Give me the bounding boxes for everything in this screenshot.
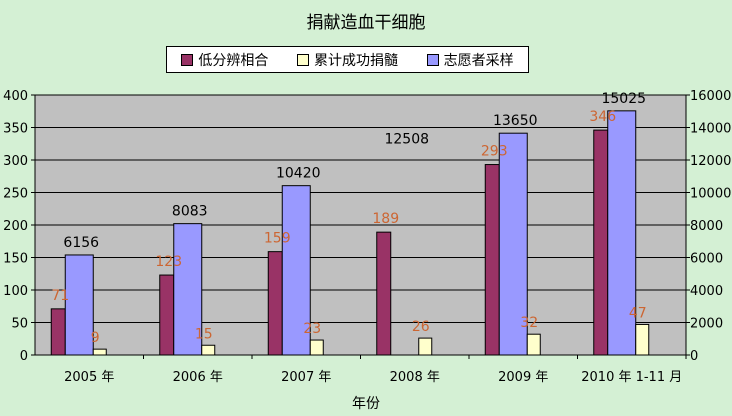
bar-donation [635, 323, 650, 356]
left-axis-tick-label: 300 [3, 154, 28, 169]
chart-legend: 低分辨相合 累计成功捐髓 志愿者采样 [166, 46, 529, 73]
right-axis-tick-label: 8000 [690, 219, 723, 234]
left-axis-tick-label: 350 [3, 122, 28, 137]
legend-item-low-match: 低分辨相合 [181, 50, 268, 70]
bar-low-match [159, 274, 175, 356]
bar-low-match [267, 251, 283, 356]
data-label-volunteer: 6156 [63, 235, 99, 251]
legend-item-donation: 累计成功捐髓 [296, 50, 398, 70]
data-label-donation: 47 [629, 305, 647, 321]
data-label-low-match: 293 [481, 144, 508, 160]
bar-low-match [593, 129, 609, 356]
bar-volunteer [281, 185, 311, 356]
right-axis-tick-label: 16000 [690, 89, 731, 104]
bar-donation [201, 344, 216, 356]
legend-label-low-match: 低分辨相合 [198, 52, 269, 69]
data-label-volunteer: 13650 [493, 113, 538, 129]
bar-volunteer [64, 254, 94, 356]
bar-low-match [484, 164, 500, 356]
data-label-donation: 15 [195, 326, 213, 342]
legend-item-volunteer: 志愿者采样 [426, 50, 514, 70]
left-axis-tick-label: 150 [3, 252, 28, 267]
data-label-volunteer: 10420 [276, 166, 321, 182]
left-axis-tick-label: 50 [11, 317, 28, 332]
data-label-donation: 26 [412, 319, 430, 335]
right-axis-tick-label: 6000 [690, 252, 723, 267]
x-axis-tick-label: 2009 年 [498, 370, 548, 385]
x-axis-tick-label: 2007 年 [281, 370, 331, 385]
right-axis-tick-label: 2000 [690, 317, 723, 332]
data-label-low-match: 346 [589, 109, 616, 125]
data-label-low-match: 189 [372, 211, 399, 227]
bar-donation [526, 333, 541, 356]
bar-volunteer [498, 132, 528, 356]
bar-donation [418, 337, 433, 356]
data-label-donation: 32 [520, 315, 538, 331]
legend-swatch-donation [296, 53, 309, 66]
left-axis-tick-label: 100 [3, 284, 28, 299]
data-label-donation: 23 [303, 321, 321, 337]
data-label-donation: 9 [91, 330, 100, 346]
x-axis-tick-label: 2010 年 1-11 月 [581, 370, 682, 385]
right-axis-tick-label: 14000 [690, 122, 731, 137]
bar-donation [92, 348, 107, 356]
bar-donation [309, 339, 324, 356]
data-label-low-match: 71 [51, 288, 69, 304]
data-label-low-match: 159 [264, 231, 291, 247]
data-label-volunteer: 15025 [601, 91, 646, 107]
bar-volunteer [607, 110, 637, 356]
legend-swatch-low-match [181, 53, 194, 66]
legend-label-donation: 累计成功捐髓 [313, 52, 398, 69]
data-label-low-match: 123 [155, 254, 182, 270]
bar-low-match [50, 308, 66, 356]
chart-title: 捐献造血干细胞 [306, 13, 426, 33]
left-axis-tick-label: 250 [3, 187, 28, 202]
x-axis-tick-label: 2005 年 [64, 370, 114, 385]
legend-label-volunteer: 志愿者采样 [443, 52, 514, 69]
legend-swatch-volunteer [426, 53, 439, 66]
data-label-volunteer: 8083 [172, 204, 208, 220]
x-axis-title: 年份 [352, 396, 380, 412]
bar-low-match [376, 231, 392, 356]
x-axis-tick-label: 2006 年 [173, 370, 223, 385]
x-axis-tick-label: 2008 年 [390, 370, 440, 385]
right-axis-tick-label: 10000 [690, 187, 731, 202]
left-axis-tick-label: 400 [3, 89, 28, 104]
right-axis-tick-label: 12000 [690, 154, 731, 169]
bar-volunteer [173, 223, 203, 356]
left-axis-tick-label: 200 [3, 219, 28, 234]
left-axis-tick-label: 0 [20, 349, 28, 364]
right-axis-tick-label: 4000 [690, 284, 723, 299]
data-label-volunteer: 12508 [384, 132, 429, 148]
right-axis-tick-label: 0 [690, 349, 698, 364]
